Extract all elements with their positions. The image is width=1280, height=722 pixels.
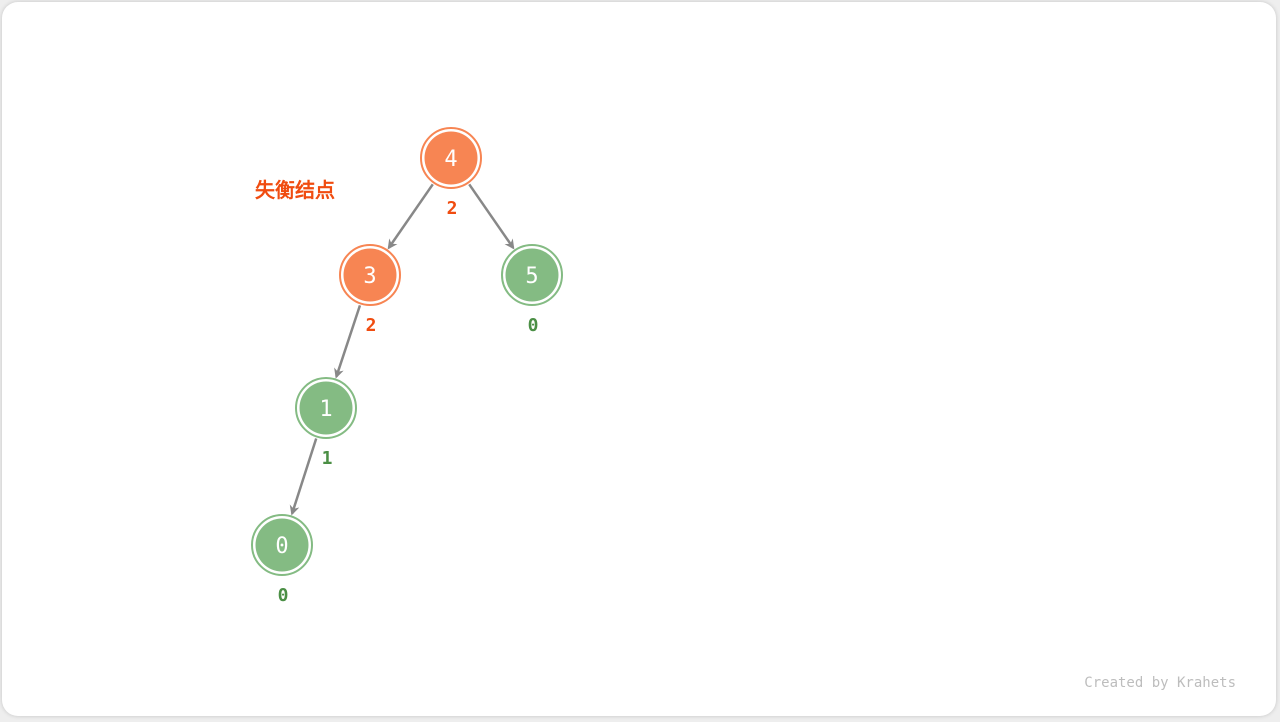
node-circle — [255, 518, 309, 572]
node-height: 0 — [278, 585, 289, 606]
node-circle — [299, 381, 353, 435]
tree-node-0: 00 — [251, 514, 313, 606]
tree-node-4: 42 — [420, 127, 482, 219]
tree-node-3: 32 — [339, 244, 401, 336]
edge-4-3 — [387, 183, 434, 250]
tree-node-5: 50 — [501, 244, 563, 336]
node-circle — [424, 131, 478, 185]
tree-node-1: 11 — [295, 377, 357, 469]
node-height: 0 — [528, 315, 539, 336]
credit-text: Created by Krahets — [1084, 675, 1236, 691]
edge-3-1 — [334, 304, 362, 379]
node-value: 3 — [363, 264, 376, 289]
node-circle — [343, 248, 397, 302]
node-height: 2 — [447, 198, 458, 219]
node-value: 0 — [275, 534, 288, 559]
node-height: 2 — [366, 315, 377, 336]
node-height: 1 — [322, 448, 333, 469]
node-value: 1 — [319, 397, 332, 422]
edge-4-5 — [468, 183, 515, 250]
unbalanced-node-label: 失衡结点 — [255, 178, 335, 202]
edge-1-0 — [289, 438, 318, 516]
node-value: 5 — [525, 264, 538, 289]
node-value: 4 — [444, 147, 457, 172]
node-circle — [505, 248, 559, 302]
